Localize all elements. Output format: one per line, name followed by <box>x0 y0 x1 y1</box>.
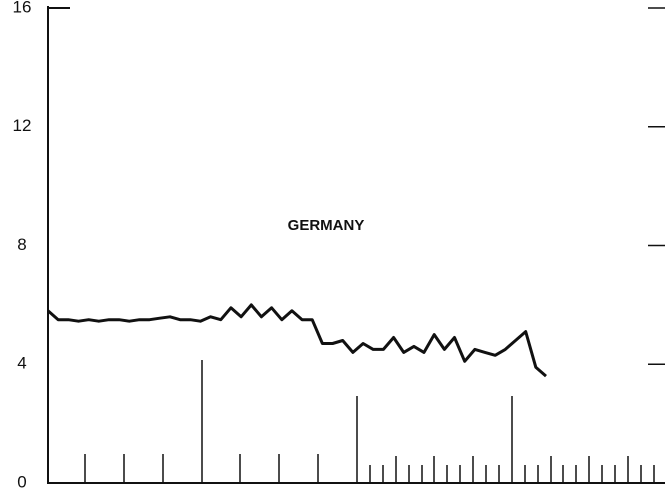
y-tick-label: 12 <box>13 116 32 135</box>
y-tick-label: 0 <box>17 472 26 489</box>
y-tick-label: 8 <box>17 235 26 254</box>
line <box>47 303 547 378</box>
x-ticks <box>84 360 655 483</box>
y-tick-label: 16 <box>13 0 32 16</box>
annotation: GERMANY <box>288 217 365 234</box>
y-tick-label: 4 <box>17 354 26 373</box>
